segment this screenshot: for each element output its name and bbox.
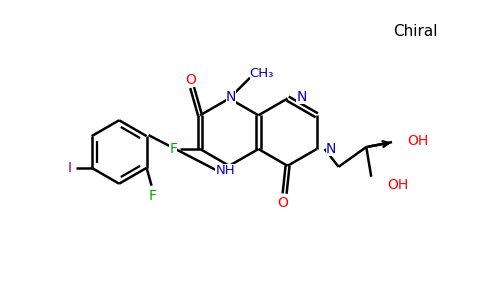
Text: OH: OH bbox=[387, 178, 408, 192]
Text: CH₃: CH₃ bbox=[250, 67, 274, 80]
Text: N: N bbox=[297, 91, 307, 104]
Text: N: N bbox=[226, 91, 236, 104]
Text: F: F bbox=[169, 142, 177, 156]
Text: N: N bbox=[326, 142, 336, 156]
Text: I: I bbox=[68, 161, 72, 175]
Text: Chiral: Chiral bbox=[393, 24, 438, 39]
Text: F: F bbox=[149, 189, 156, 202]
Text: NH: NH bbox=[215, 164, 235, 177]
Text: O: O bbox=[186, 73, 197, 87]
Text: O: O bbox=[277, 196, 288, 209]
Text: OH: OH bbox=[407, 134, 428, 148]
